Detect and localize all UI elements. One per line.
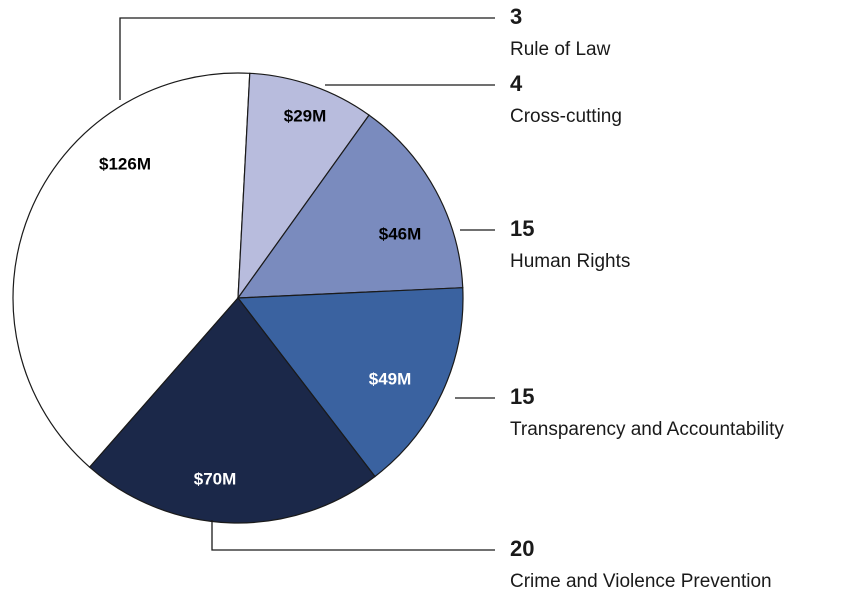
- category-label: Crime and Violence Prevention: [510, 571, 772, 592]
- value-label: $70M: [194, 469, 237, 488]
- category-label: Cross-cutting: [510, 106, 622, 127]
- count-label: 15: [510, 384, 534, 409]
- leader-line: [119, 17, 495, 100]
- category-label: Transparency and Accountability: [510, 419, 784, 440]
- leader-line: [211, 520, 495, 551]
- pie-slice: [236, 287, 464, 478]
- pie-slice: [236, 114, 464, 299]
- category-label: Human Rights: [510, 251, 630, 272]
- count-label: 15: [510, 216, 534, 241]
- count-label: 20: [510, 536, 534, 561]
- pie-slice: [12, 72, 251, 469]
- value-label: $29M: [284, 106, 327, 125]
- category-label: Rule of Law: [510, 39, 611, 60]
- value-label: $46M: [379, 224, 422, 243]
- value-label: $126M: [99, 154, 151, 173]
- count-label: 3: [510, 4, 522, 29]
- pie-slice: [88, 297, 376, 524]
- pie-slice: [237, 72, 370, 301]
- value-label: $49M: [369, 369, 412, 388]
- count-label: 4: [510, 71, 523, 96]
